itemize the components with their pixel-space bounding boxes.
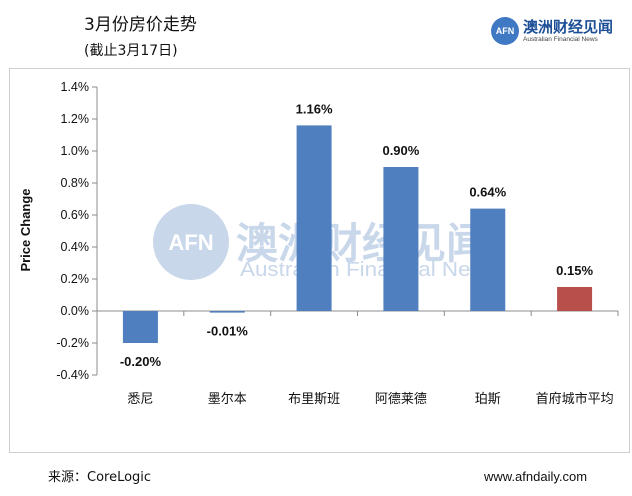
- category-label: 首府城市平均: [536, 391, 614, 407]
- category-label: 墨尔本: [208, 392, 247, 407]
- bar: [122, 311, 158, 343]
- bar: [209, 311, 245, 313]
- watermark-badge: AFN: [168, 230, 213, 255]
- afn-logo-name-en: Australian Financial News: [523, 36, 598, 43]
- y-tick-label: 0.0%: [61, 304, 90, 318]
- watermark-name-cn: 澳洲财经见闻: [236, 219, 488, 268]
- watermark-name-en: Australian Financial News: [240, 259, 498, 281]
- website-url: www.afndaily.com: [484, 469, 588, 484]
- data-label: 0.90%: [382, 143, 419, 158]
- chart-subtitle: (截止3月17日): [84, 43, 178, 59]
- data-label: -0.01%: [207, 324, 249, 339]
- chart-bars: [122, 125, 593, 343]
- data-label: -0.20%: [120, 354, 162, 369]
- bar: [557, 287, 593, 311]
- afn-logo: AFN 澳洲财经见闻 Australian Financial News: [491, 17, 621, 47]
- y-axis-label: Price Change: [18, 188, 33, 271]
- category-label: 阿德莱德: [375, 392, 427, 407]
- source-note: 来源：CoreLogic: [48, 470, 152, 485]
- bar: [296, 125, 332, 312]
- y-tick-label: 0.4%: [61, 240, 90, 254]
- y-tick-label: 1.4%: [61, 80, 90, 94]
- y-tick-label: -0.4%: [56, 368, 89, 382]
- category-label: 悉尼: [127, 392, 153, 407]
- y-tick-label: 0.8%: [61, 176, 90, 190]
- watermark-circle: [153, 204, 229, 280]
- y-tick-label: 0.2%: [61, 272, 90, 286]
- category-label: 珀斯: [475, 392, 501, 407]
- chart-frame: [9, 68, 630, 453]
- y-tick-label: 1.0%: [61, 144, 90, 158]
- chart-labels: -0.20% 悉尼 -0.01% 墨尔本 1.16% 布里斯班 0.90% 阿德莱德 0.64%…: [120, 101, 614, 407]
- category-label: 布里斯班: [288, 392, 340, 407]
- y-tick-label: 0.6%: [61, 208, 90, 222]
- afn-logo-name-cn: 澳洲财经见闻: [523, 18, 614, 36]
- chart-title: 3月份房价走势: [84, 15, 197, 35]
- data-label: 0.15%: [556, 263, 593, 278]
- bar: [383, 167, 419, 311]
- data-label: 0.64%: [469, 185, 506, 200]
- y-tick-label: 1.2%: [61, 112, 90, 126]
- chart-axes: 1.4% 1.2% 1.0% 0.8% 0.6% 0.4% 0.2% 0.0% -0.2% -0.…: [56, 80, 619, 382]
- data-label: 1.16%: [296, 101, 333, 116]
- bar: [470, 208, 506, 311]
- afn-logo-badge: AFN: [491, 17, 519, 45]
- y-tick-label: -0.2%: [56, 336, 89, 350]
